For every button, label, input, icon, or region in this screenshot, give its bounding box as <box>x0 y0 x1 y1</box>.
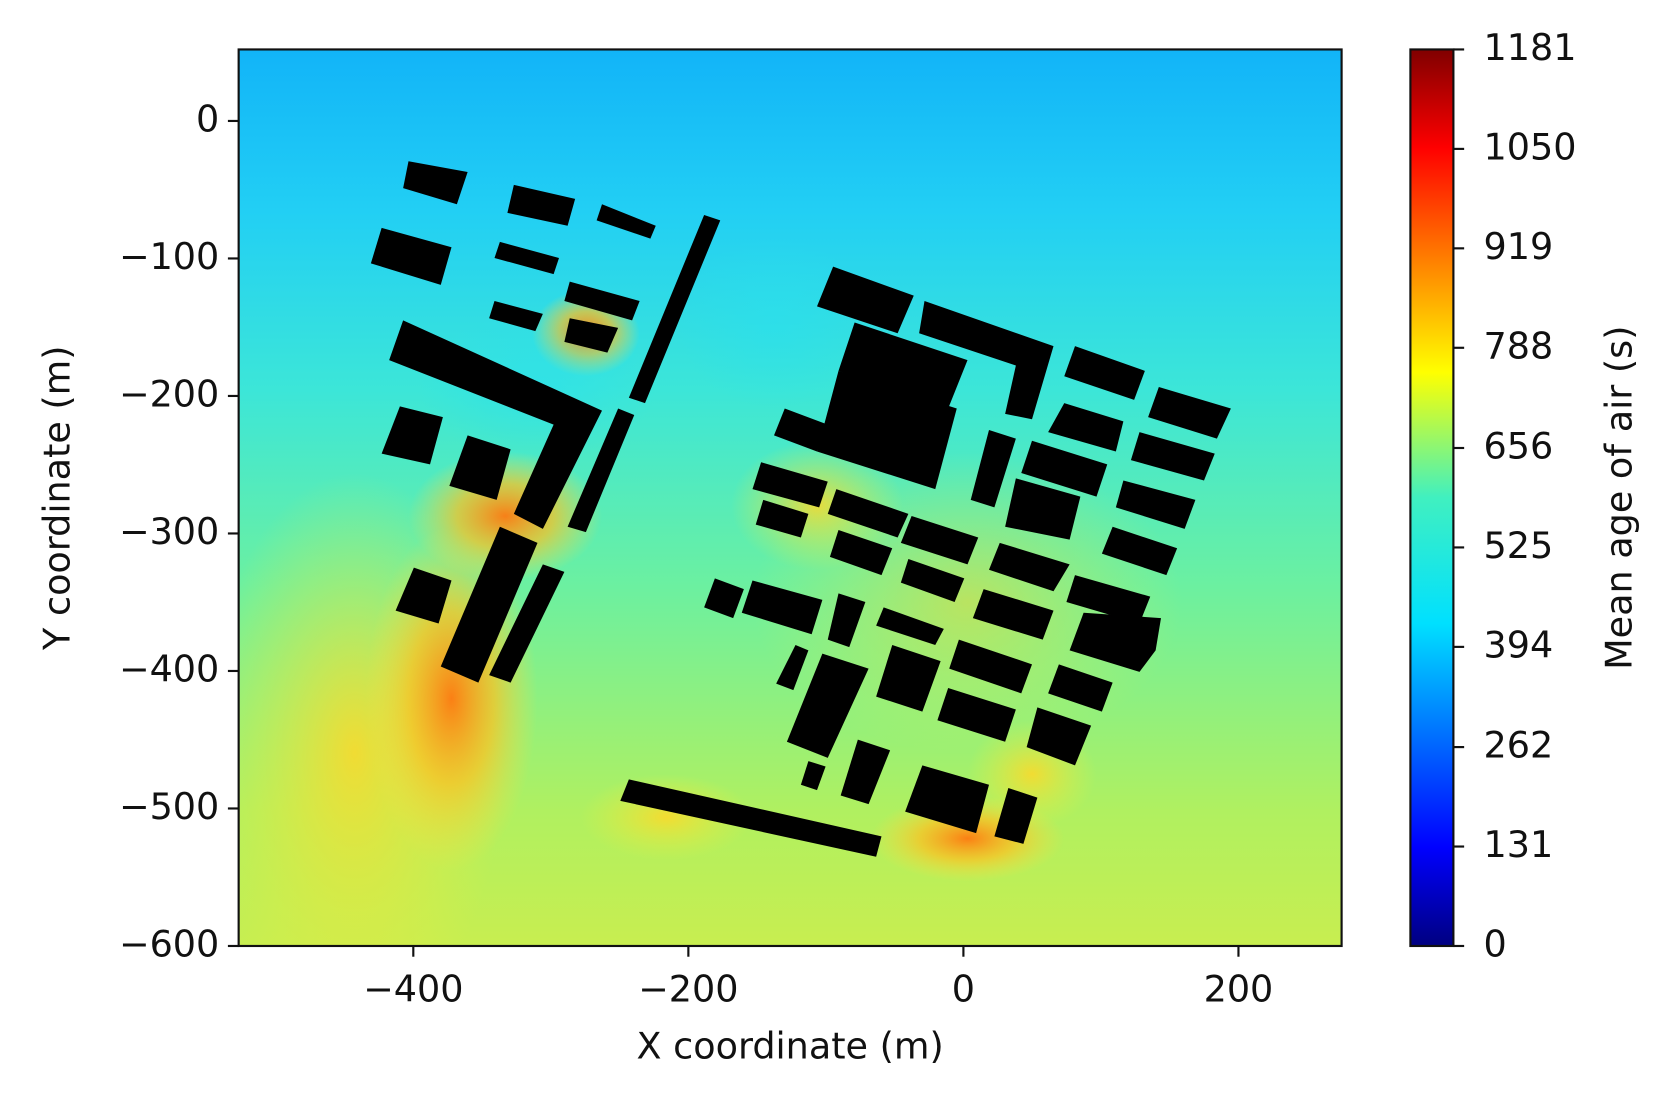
colorbar <box>1409 48 1455 948</box>
x-axis-label: X coordinate (m) <box>637 1025 944 1068</box>
x-tick-label: −200 <box>638 968 738 1011</box>
y-tick-label: 0 <box>196 97 219 140</box>
colorbar-label: Mean age of air (s) <box>1598 326 1641 670</box>
colorbar-tick-label: 919 <box>1484 225 1554 268</box>
y-tick-label: −200 <box>119 372 219 415</box>
colorbar-tick-label: 262 <box>1484 724 1554 767</box>
colorbar-tick-label: 131 <box>1484 823 1554 866</box>
y-tick-label: −500 <box>119 785 219 828</box>
y-tick-label: −400 <box>119 647 219 690</box>
colorbar-tick-label: 1181 <box>1484 26 1577 69</box>
y-tick-label: −300 <box>119 510 219 553</box>
x-tick-label: 200 <box>1204 968 1274 1011</box>
colorbar-tick-label: 1050 <box>1484 125 1577 168</box>
buildings <box>370 161 1231 857</box>
x-tick-label: −400 <box>363 968 463 1011</box>
colorbar-tick-label: 525 <box>1484 524 1554 567</box>
plot-frame <box>237 48 1343 948</box>
colorbar-tick-label: 788 <box>1484 324 1554 367</box>
y-axis-label: Y coordinate (m) <box>36 345 79 650</box>
heatmap-field <box>238 49 1342 946</box>
y-tick-label: −600 <box>119 922 219 965</box>
x-tick-label: 0 <box>952 968 975 1011</box>
colorbar-tick-label: 0 <box>1484 922 1507 965</box>
y-tick-label: −100 <box>119 235 219 278</box>
colorbar-tick-label: 656 <box>1484 424 1554 467</box>
colorbar-tick-label: 394 <box>1484 623 1554 666</box>
